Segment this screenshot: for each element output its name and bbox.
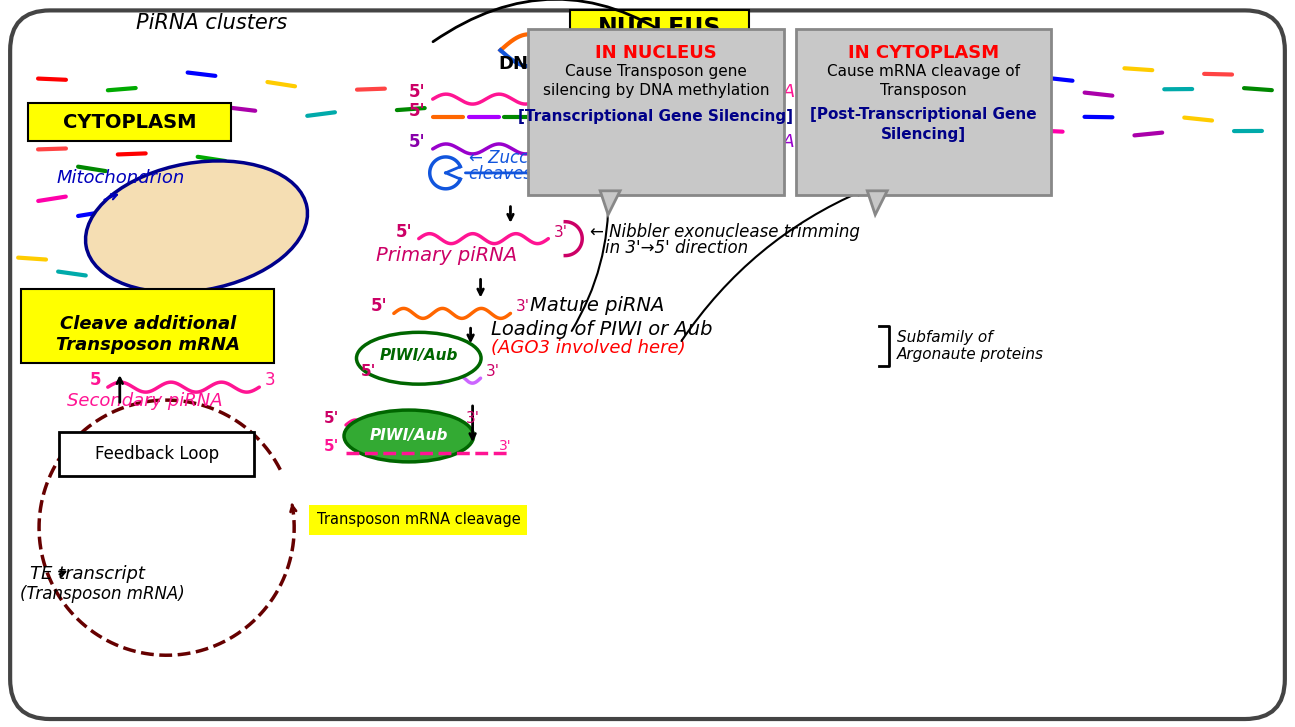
Text: 3': 3': [499, 439, 512, 453]
Ellipse shape: [356, 332, 480, 384]
Text: PIWI/Aub: PIWI/Aub: [369, 428, 448, 443]
FancyBboxPatch shape: [10, 10, 1285, 719]
Text: 5': 5': [324, 411, 339, 426]
FancyBboxPatch shape: [310, 505, 527, 534]
Text: 5': 5': [324, 439, 339, 454]
Text: 5': 5': [370, 297, 387, 316]
Text: 3': 3': [515, 300, 530, 314]
Text: 3': 3': [553, 225, 567, 240]
Text: silencing by DNA methylation: silencing by DNA methylation: [543, 83, 769, 98]
Polygon shape: [868, 190, 887, 214]
Text: Mitochondrion: Mitochondrion: [57, 169, 185, 187]
Text: TE transcript: TE transcript: [30, 566, 145, 584]
Text: 3': 3': [486, 364, 500, 379]
Text: Cause mRNA cleavage of: Cause mRNA cleavage of: [826, 64, 1019, 79]
Text: Exported from
Nucleus to Cytoplasm: Exported from Nucleus to Cytoplasm: [877, 134, 1044, 167]
Text: ← Zucchini Endonuclease: ← Zucchini Endonuclease: [469, 149, 679, 167]
Text: Transposon: Transposon: [879, 83, 966, 98]
FancyBboxPatch shape: [60, 432, 254, 476]
FancyBboxPatch shape: [570, 10, 749, 47]
Text: (AGO3 involved here): (AGO3 involved here): [491, 340, 685, 357]
Text: 5': 5': [409, 83, 426, 101]
Text: (Transposon mRNA): (Transposon mRNA): [21, 585, 185, 603]
Polygon shape: [600, 190, 620, 214]
Text: Feedback Loop: Feedback Loop: [95, 445, 219, 463]
Text: 3: 3: [264, 371, 275, 389]
Text: 3': 3': [648, 135, 662, 150]
Text: 5': 5': [396, 222, 413, 241]
Text: Primary piRNA: Primary piRNA: [376, 246, 517, 265]
Text: Mature piRNA: Mature piRNA: [531, 297, 664, 316]
Text: [Post-Transcriptional Gene: [Post-Transcriptional Gene: [809, 107, 1036, 122]
Text: PiRNA clusters: PiRNA clusters: [136, 13, 287, 33]
Text: [Transcriptional Gene Silencing]: [Transcriptional Gene Silencing]: [518, 109, 794, 124]
Text: in 3'→5' direction: in 3'→5' direction: [605, 238, 749, 257]
Ellipse shape: [85, 161, 307, 292]
Text: Primary piRNA: Primary piRNA: [664, 83, 795, 101]
Text: NUCLEUS: NUCLEUS: [598, 16, 721, 41]
Text: Transposon mRNA cleavage: Transposon mRNA cleavage: [317, 513, 521, 527]
Text: 5': 5': [409, 133, 426, 151]
Text: Loading of PIWI or Aub: Loading of PIWI or Aub: [491, 321, 712, 340]
FancyBboxPatch shape: [21, 289, 275, 364]
Text: 3': 3': [466, 411, 479, 426]
Text: Secondary piRNA: Secondary piRNA: [67, 392, 223, 410]
Text: IN CYTOPLASM: IN CYTOPLASM: [847, 44, 998, 63]
Text: 5: 5: [89, 371, 101, 389]
Text: Cleave additional: Cleave additional: [60, 316, 236, 334]
Text: ← Nibbler exonuclease trimming: ← Nibbler exonuclease trimming: [591, 222, 860, 241]
Text: ↓ Transcription: ↓ Transcription: [615, 63, 742, 81]
Text: 5': 5': [361, 364, 377, 379]
FancyBboxPatch shape: [795, 29, 1050, 195]
FancyBboxPatch shape: [659, 31, 723, 67]
Text: Cause Transposon gene: Cause Transposon gene: [565, 64, 747, 79]
Text: PIWI/Aub: PIWI/Aub: [379, 348, 458, 363]
Text: IN NUCLEUS: IN NUCLEUS: [596, 44, 717, 63]
FancyBboxPatch shape: [28, 103, 232, 141]
Ellipse shape: [344, 410, 474, 462]
FancyBboxPatch shape: [528, 29, 783, 195]
Text: Transposon mRNA: Transposon mRNA: [56, 337, 240, 354]
Text: CYTOPLASM: CYTOPLASM: [63, 113, 197, 132]
Text: Primary PiRNA: Primary PiRNA: [664, 133, 795, 151]
Text: 3': 3': [648, 85, 662, 100]
Text: Silencing]: Silencing]: [881, 127, 966, 142]
Text: cleaves to generate 5' end: cleaves to generate 5' end: [469, 165, 692, 183]
Text: DNA: DNA: [499, 55, 543, 73]
Text: Subfamily of
Argonaute proteins: Subfamily of Argonaute proteins: [897, 330, 1044, 363]
Text: 5': 5': [409, 102, 426, 120]
